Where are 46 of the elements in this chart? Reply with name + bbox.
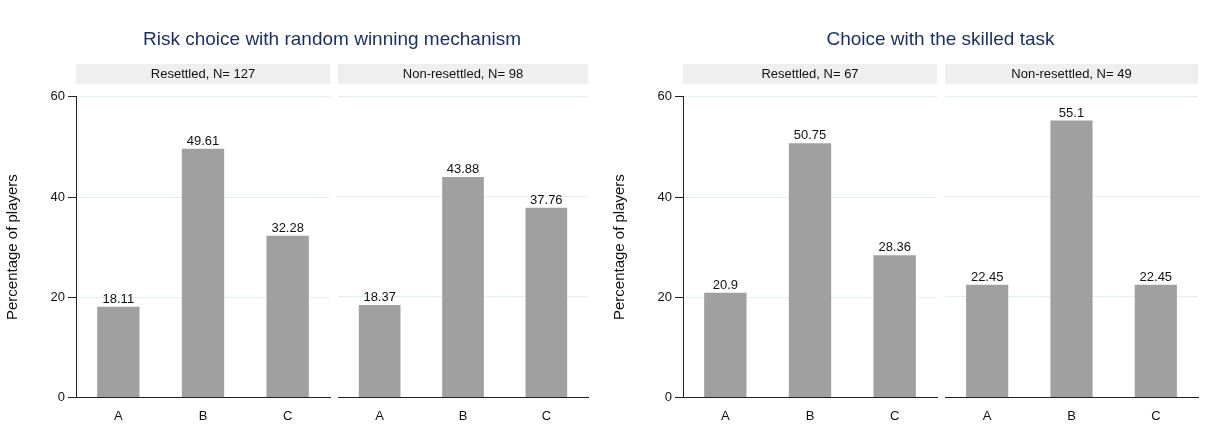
- y-tick-label: 20: [657, 288, 672, 304]
- data-label: 20.9: [712, 276, 738, 292]
- y-axis-title: Percentage of players: [610, 174, 628, 321]
- y-tick-label: 0: [57, 388, 65, 404]
- data-label: 22.45: [1139, 268, 1173, 284]
- data-label: 37.76: [530, 191, 563, 207]
- data-label: 43.88: [446, 161, 480, 177]
- y-tick-label: 20: [50, 288, 65, 304]
- x-tick-label: C: [282, 407, 293, 423]
- y-tick-label: 0: [664, 388, 672, 404]
- bar: [97, 306, 140, 397]
- x-tick-label: A: [982, 407, 992, 423]
- data-label: 50.75: [793, 127, 827, 143]
- y-tick-label: 40: [657, 188, 672, 204]
- x-tick-label: A: [375, 407, 385, 423]
- data-label: 18.37: [363, 289, 396, 305]
- bar: [266, 235, 309, 397]
- y-tick-label: 60: [657, 88, 672, 104]
- x-tick-label: A: [114, 407, 123, 423]
- chart-title: Risk choice with random winning mechanism: [141, 28, 522, 50]
- bar: [788, 143, 832, 397]
- x-tick-label: A: [721, 407, 730, 423]
- x-tick-label: B: [458, 407, 468, 423]
- data-label: 49.61: [186, 132, 220, 148]
- data-label: 28.36: [878, 239, 911, 255]
- x-tick-label: C: [1151, 407, 1161, 423]
- chart-subtitle: Resettled, N= 127: [76, 64, 330, 84]
- x-tick-label: B: [198, 407, 208, 423]
- bar: [704, 292, 747, 397]
- chart-title: Choice with the skilled task: [825, 28, 1056, 50]
- chart-subtitle: Non-resettled, N= 49: [945, 64, 1198, 84]
- data-label: 32.28: [271, 219, 304, 235]
- chart-subtitle: Resettled, N= 67: [683, 64, 937, 84]
- y-tick-label: 60: [50, 88, 65, 104]
- bar: [181, 148, 225, 397]
- x-tick-label: B: [1067, 407, 1076, 423]
- data-label: 55.1: [1058, 104, 1085, 120]
- x-tick-label: C: [889, 407, 900, 423]
- data-label: 22.45: [970, 268, 1004, 284]
- x-tick-label: B: [805, 407, 815, 423]
- x-tick-label: C: [541, 407, 552, 423]
- y-tick-label: 40: [50, 188, 65, 204]
- chart-subtitle: Non-resettled, N= 98: [338, 64, 588, 84]
- data-label: 18.11: [102, 290, 135, 306]
- bar: [873, 255, 916, 397]
- y-axis-title: Percentage of players: [3, 174, 21, 321]
